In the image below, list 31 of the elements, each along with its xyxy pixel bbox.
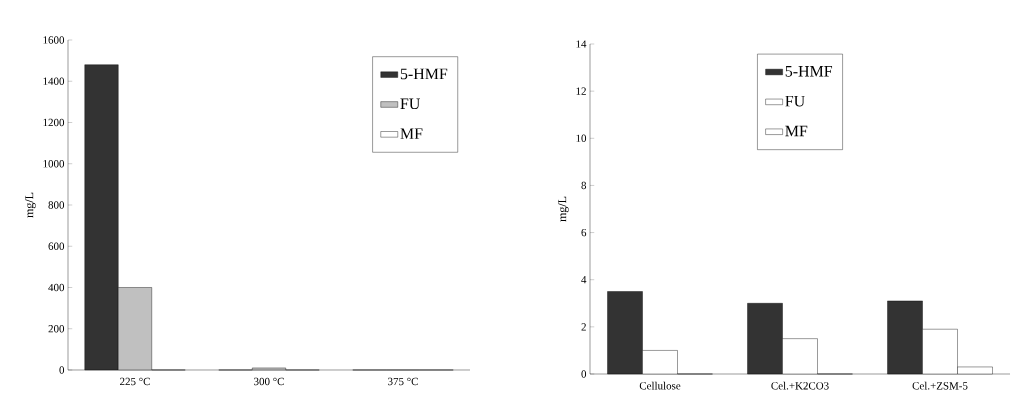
legend-label: 5-HMF [785, 66, 833, 77]
y-tick-label: 4 [581, 276, 587, 284]
y-tick-label: 1400 [43, 77, 65, 85]
x-tick-label: Cel.+ZSM-5 [912, 381, 968, 390]
y-tick-label: 10 [576, 134, 587, 142]
y-tick-label: 14 [576, 40, 587, 48]
x-tick-label: Cel.+K2CO3 [771, 381, 829, 390]
x-tick-label: Cellulose [639, 381, 681, 390]
y-tick-label: 6 [581, 228, 587, 237]
legend-label: FU [400, 98, 420, 110]
legend-label: FU [785, 95, 805, 107]
y-tick-label: 2 [581, 323, 586, 331]
legend-label: MF [400, 128, 423, 139]
x-tick-label: 300 °C [254, 377, 284, 386]
legend-label: 5-HMF [400, 68, 448, 80]
y-tick-label: 8 [581, 181, 587, 190]
y-tick-label: 400 [48, 283, 65, 292]
y-tick-label: 200 [48, 325, 65, 333]
x-tick-label: 375 °C [388, 377, 418, 386]
y-axis-title: mg/L [558, 196, 569, 222]
x-tick-label: 225 °C [120, 377, 150, 386]
y-tick-label: 1000 [43, 160, 65, 168]
y-tick-label: 800 [48, 201, 65, 209]
legend-label: MF [785, 125, 808, 137]
y-tick-label: 600 [48, 242, 65, 250]
y-tick-label: 1200 [43, 118, 65, 127]
y-tick-label: 0 [581, 370, 587, 378]
y-tick-label: 12 [576, 87, 586, 95]
y-tick-label: 1600 [43, 36, 65, 44]
y-tick-label: 0 [59, 366, 65, 374]
y-axis-title: mg/L [25, 192, 36, 218]
